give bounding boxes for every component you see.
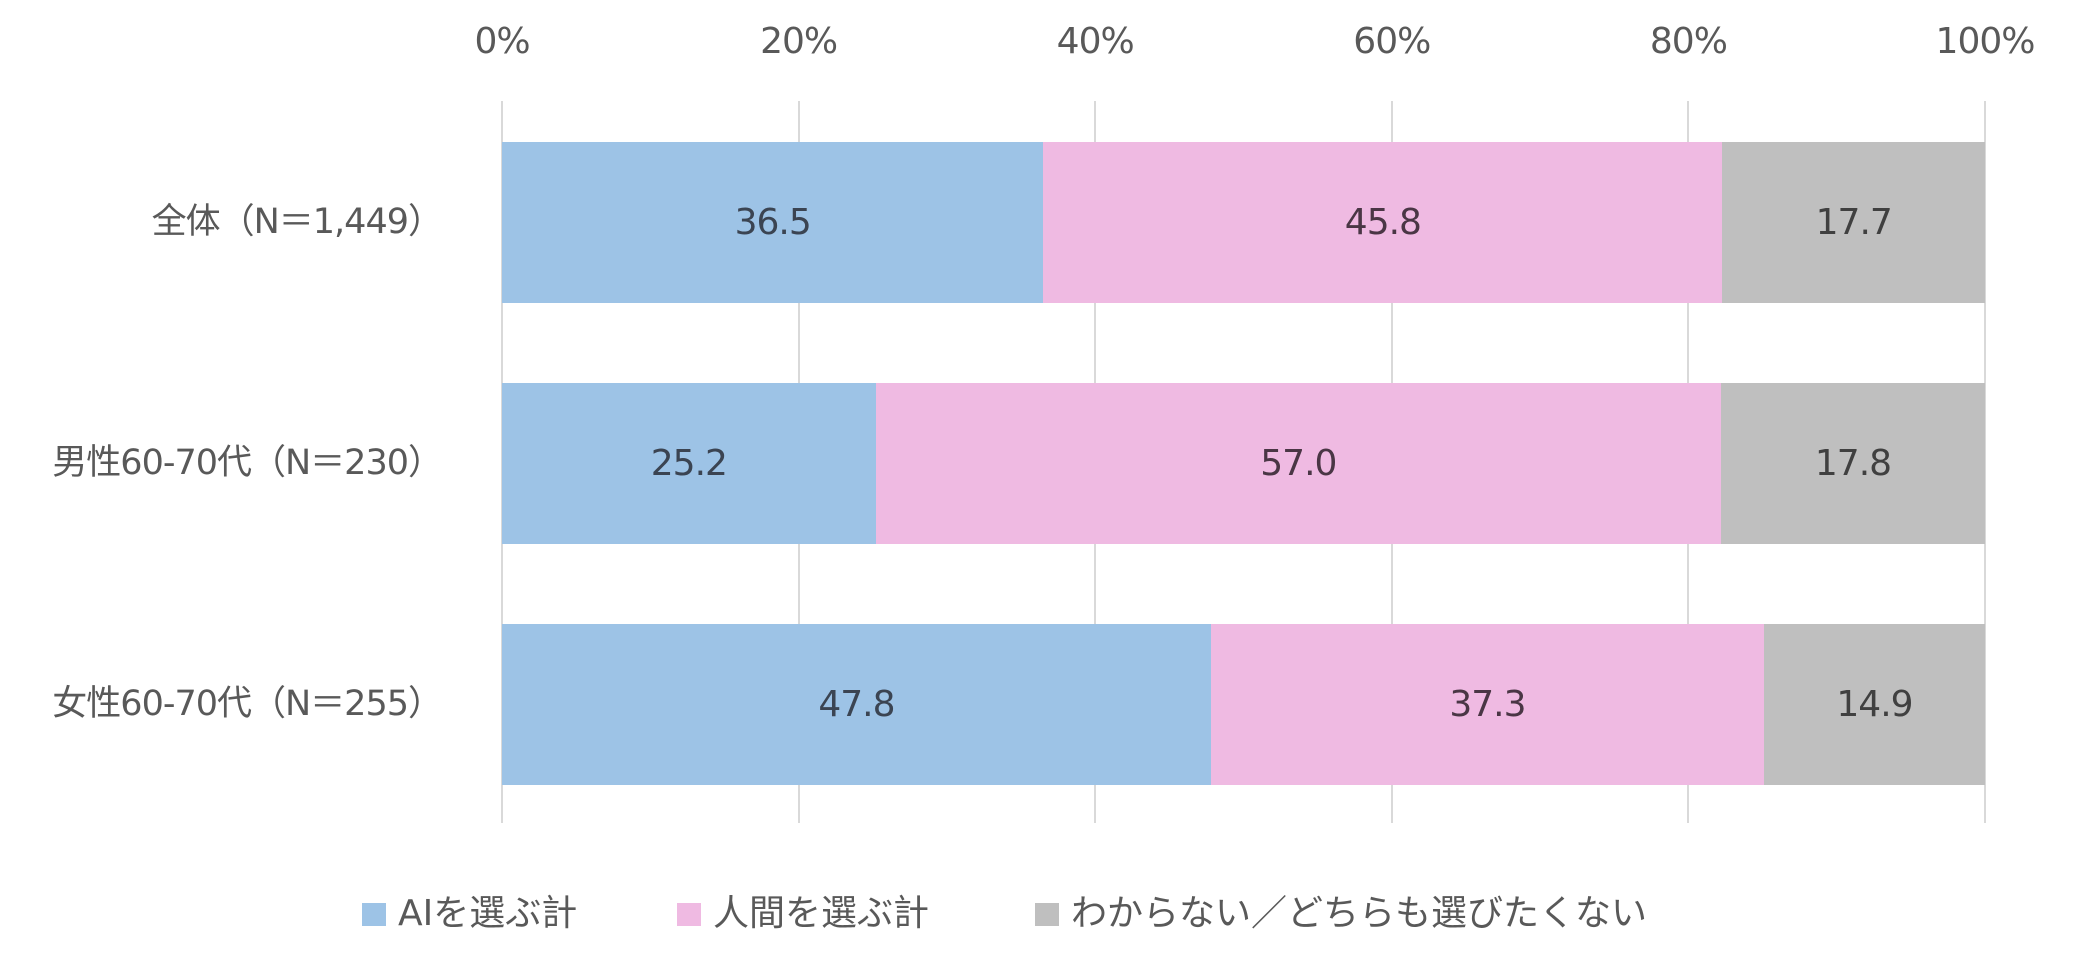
- category-label: 女性60-70代（N＝255）: [52, 684, 443, 724]
- bar-row: 36.5 45.8 17.7: [502, 142, 1985, 303]
- legend-item-human: 人間を選ぶ計: [677, 892, 929, 936]
- data-label: 17.7: [1815, 202, 1893, 243]
- bar-segment-human: 57.0: [875, 383, 1721, 544]
- data-label: 17.8: [1814, 443, 1892, 484]
- data-label: 14.9: [1836, 684, 1913, 725]
- bar-segment-ai: 47.8: [502, 624, 1211, 785]
- bar-segment-human: 37.3: [1210, 624, 1765, 785]
- category-label: 全体（N＝1,449）: [151, 202, 443, 242]
- x-tick-label: 80%: [1649, 21, 1728, 62]
- bar-row: 25.2 57.0 17.8: [502, 383, 1985, 544]
- x-tick-label: 60%: [1353, 21, 1431, 62]
- data-label: 57.0: [1260, 443, 1337, 484]
- data-label: 37.3: [1449, 684, 1526, 725]
- bar-segment-unknown: 17.7: [1722, 142, 1985, 303]
- bar-segment-unknown: 17.8: [1721, 383, 1985, 544]
- legend: AIを選ぶ計 人間を選ぶ計 わからない／どちらも選びたくない: [0, 892, 2083, 936]
- legend-label: AIを選ぶ計: [398, 893, 578, 934]
- legend-swatch-icon: [362, 902, 386, 926]
- bar-row: 47.8 37.3 14.9: [502, 624, 1985, 785]
- data-label: 47.8: [818, 684, 895, 725]
- data-label: 45.8: [1344, 202, 1422, 243]
- data-label: 36.5: [734, 202, 812, 243]
- bar-segment-ai: 25.2: [502, 383, 876, 544]
- legend-label: わからない／どちらも選びたくない: [1071, 893, 1648, 934]
- x-tick-label: 100%: [1935, 21, 2036, 62]
- legend-swatch-icon: [1035, 902, 1059, 926]
- bar-segment-unknown: 14.9: [1764, 624, 1985, 785]
- x-tick-label: 20%: [760, 21, 838, 62]
- bar-segment-human: 45.8: [1043, 142, 1723, 303]
- x-tick-label: 40%: [1056, 21, 1135, 62]
- x-tick-label: 0%: [474, 21, 530, 62]
- data-label: 25.2: [650, 443, 728, 484]
- legend-item-unknown: わからない／どちらも選びたくない: [1035, 892, 1647, 936]
- legend-swatch-icon: [677, 902, 701, 926]
- legend-label: 人間を選ぶ計: [713, 893, 930, 934]
- legend-item-ai: AIを選ぶ計: [362, 892, 577, 936]
- bar-segment-ai: 36.5: [502, 142, 1044, 303]
- category-label: 男性60-70代（N＝230）: [52, 443, 443, 483]
- gridline: [1984, 101, 1986, 823]
